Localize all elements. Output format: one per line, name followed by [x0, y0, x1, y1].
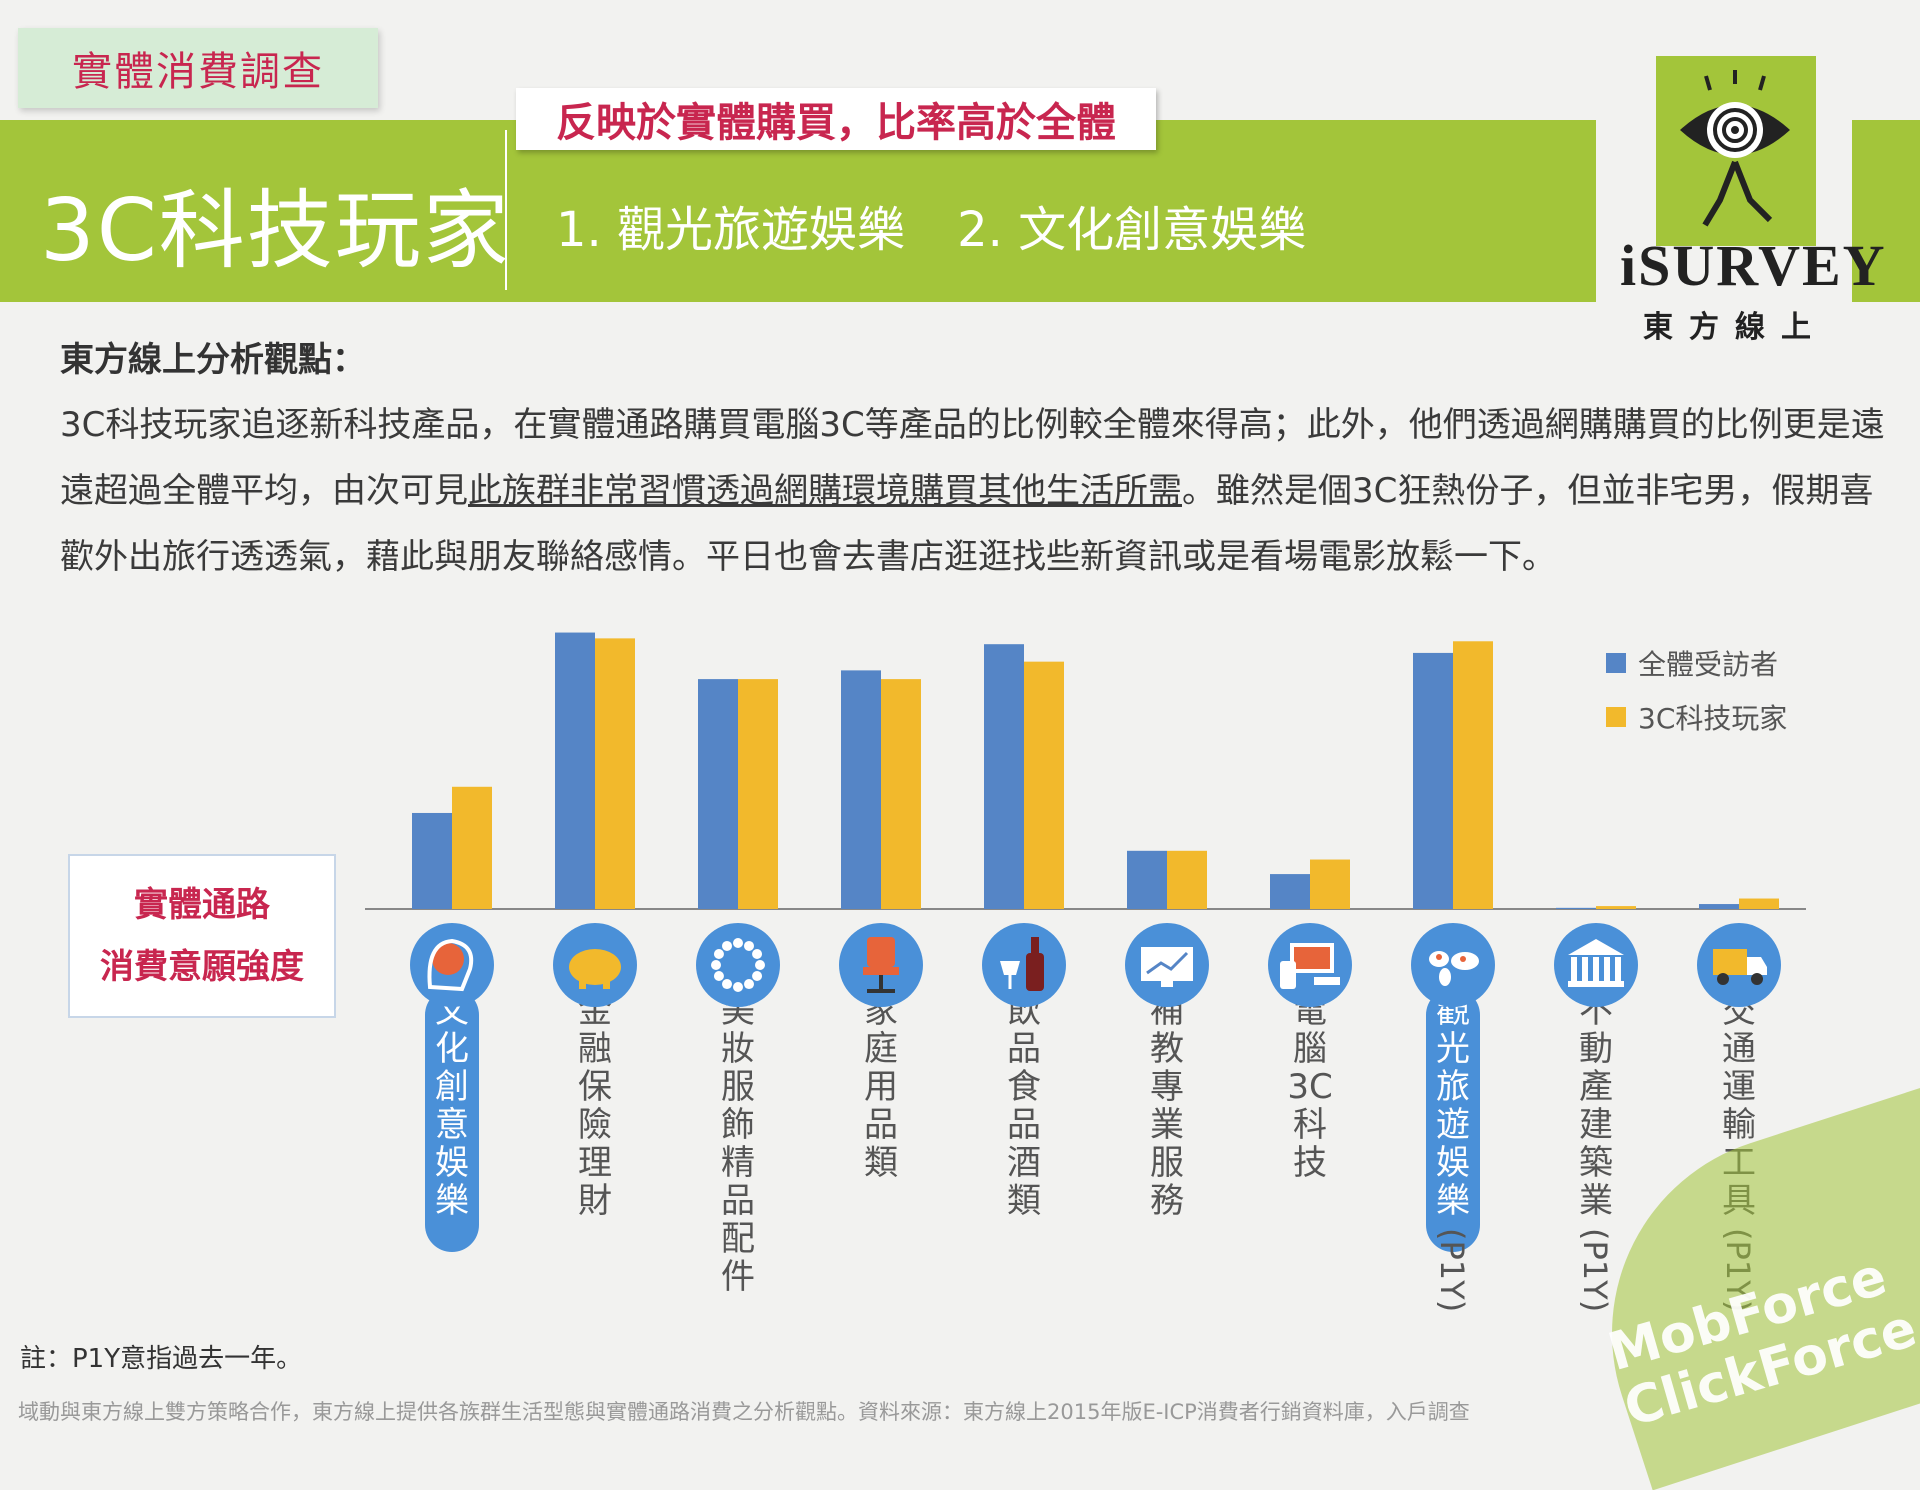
- bar-3c-8: [1453, 641, 1493, 909]
- legend-item-all: 全體受訪者: [1606, 636, 1787, 690]
- header-item-2: 2. 文化創意娛樂: [957, 202, 1307, 258]
- subtitle-box: 反映於實體購買，比率高於全體: [516, 88, 1156, 150]
- bar-3c-1: [452, 786, 492, 909]
- legend-label-3c: 3C科技玩家: [1638, 702, 1788, 735]
- bar-chart: 文化創意娛樂 金融保險理財 美妝服飾精品配件 家庭用品類 飲品食品酒類 補教專業服務 電腦 3…: [365, 632, 1806, 1312]
- brain-icon: [410, 923, 494, 1007]
- analysis-text: 3C科技玩家追逐新科技產品，在實體通路購買電腦3C等產品的比例較全體來得高；此外…: [60, 392, 1900, 590]
- source-footer: 域動與東方線上雙方策略合作，東方線上提供各族群生活型態與實體通路消費之分析觀點。…: [18, 1400, 1470, 1424]
- header-items: 1. 觀光旅遊娛樂 2. 文化創意娛樂: [556, 190, 1306, 260]
- category-highlight-8: [1426, 988, 1480, 1252]
- survey-tag-label: 實體消費調查: [72, 49, 324, 95]
- subtitle-text: 反映於實體購買，比率高於全體: [556, 100, 1116, 146]
- bank-building-icon: [1554, 923, 1638, 1007]
- bar-all-7: [1270, 874, 1310, 909]
- bar-all-3: [698, 679, 738, 909]
- analysis-heading: 東方線上分析觀點：: [60, 340, 366, 380]
- eye-icon: [1680, 70, 1790, 227]
- bar-3c-7: [1310, 859, 1350, 909]
- chart-screen-icon: [1125, 923, 1209, 1007]
- category-label-1: 文化創意娛樂: [435, 991, 469, 1221]
- bar-all-4: [841, 670, 881, 909]
- category-label-3: 美妝服飾精品配件: [721, 991, 755, 1297]
- bar-all-8: [1413, 652, 1453, 909]
- category-suffix-8: (P1Y): [1433, 1228, 1471, 1312]
- wine-bottle-icon: [982, 923, 1066, 1007]
- bar-3c-3: [738, 679, 778, 909]
- truck-icon: [1697, 923, 1781, 1007]
- legend-swatch-yellow: [1606, 707, 1626, 727]
- devices-icon: [1268, 923, 1352, 1007]
- bar-all-2: [555, 632, 595, 909]
- page-title: 3C科技玩家: [40, 181, 511, 281]
- side-label-line1: 實體通路: [134, 885, 270, 925]
- header-item-1: 1. 觀光旅遊娛樂: [556, 202, 906, 258]
- necklace-icon: [696, 923, 780, 1007]
- side-label-line2: 消費意願強度: [100, 947, 304, 987]
- survey-tag: 實體消費調查: [18, 28, 378, 108]
- bar-all-6: [1127, 850, 1167, 909]
- bar-all-10: [1699, 904, 1739, 909]
- bar-all-9: [1556, 907, 1596, 909]
- header-band-right: [1852, 120, 1920, 302]
- header-band: [0, 120, 1596, 302]
- logo-subtitle: 東方線上: [1643, 310, 1827, 345]
- analysis-text-underlined: 此族群非常習慣透過網購環境購買其他生活所需: [468, 471, 1182, 511]
- office-chair-icon: [839, 923, 923, 1007]
- bar-3c-9: [1596, 906, 1636, 909]
- category-label-9: 不動產建築業: [1579, 991, 1613, 1221]
- legend-label-all: 全體受訪者: [1638, 648, 1779, 681]
- piggy-bank-icon: [553, 923, 637, 1007]
- category-label-5: 飲品食品酒類: [1007, 991, 1041, 1221]
- logo-wordmark: iSURVEY: [1620, 233, 1887, 298]
- world-map-icon: [1411, 923, 1495, 1007]
- header-divider: [505, 130, 507, 290]
- legend-item-3c: 3C科技玩家: [1606, 690, 1787, 744]
- category-label-2: 金融保險理財: [578, 991, 612, 1221]
- isurvey-logo: iSURVEY 東方線上: [1620, 50, 1887, 350]
- bar-all-1: [412, 812, 452, 909]
- category-label-7: 電腦 3C 科技: [1287, 991, 1332, 1183]
- bar-all-5: [984, 644, 1024, 909]
- chart-legend: 全體受訪者 3C科技玩家: [1606, 636, 1787, 744]
- category-label-6: 補教專業服務: [1150, 991, 1184, 1221]
- side-label: 實體通路 消費意願強度: [68, 854, 336, 1018]
- footnote: 註：P1Y意指過去一年。: [20, 1344, 303, 1374]
- category-label-8: 觀光旅遊娛樂: [1436, 991, 1470, 1221]
- category-suffix-9: (P1Y): [1576, 1228, 1614, 1312]
- category-label-4: 家庭用品類: [864, 991, 898, 1183]
- bar-3c-4: [881, 679, 921, 909]
- bar-3c-2: [595, 638, 635, 909]
- bar-3c-5: [1024, 661, 1064, 909]
- legend-swatch-blue: [1606, 653, 1626, 673]
- analysis-text-part1: 3C科技玩家追逐新科技產品，在實體通路購買電腦3C等產品的比例較全體來得高；此外…: [60, 405, 1885, 511]
- category-highlight-1: [425, 988, 479, 1252]
- bar-3c-6: [1167, 850, 1207, 909]
- bar-3c-10: [1739, 898, 1779, 909]
- analysis-text-part2: 。雖然是個3C狂熱份子，但並非宅男，假期喜歡外出旅行透透氣，藉此與朋友聯絡感情。…: [60, 471, 1874, 577]
